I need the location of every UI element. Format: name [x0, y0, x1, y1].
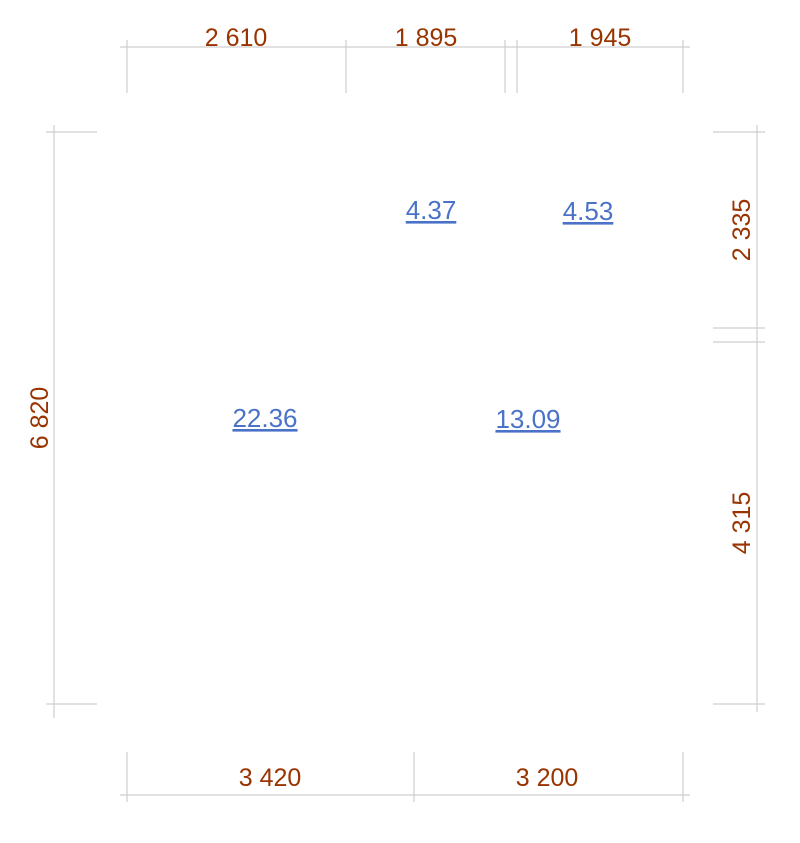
dimension-label: 3 200: [516, 764, 579, 792]
dimension-label: 2 610: [205, 24, 268, 52]
bottom-dimension-lines: [120, 752, 690, 802]
dimension-label: 3 420: [239, 764, 302, 792]
dimension-label: 6 820: [26, 387, 54, 450]
dimension-label: 4 315: [728, 492, 756, 555]
room-area[interactable]: 4.37: [406, 195, 457, 225]
dimension-label: 1 895: [395, 24, 458, 52]
left-dimension-lines: [46, 125, 97, 718]
room-area[interactable]: 13.09: [495, 404, 560, 434]
dimension-label: 1 945: [569, 24, 632, 52]
top-dimension-lines: [120, 40, 690, 93]
dimension-label: 2 335: [728, 199, 756, 262]
room-area[interactable]: 4.53: [563, 196, 614, 226]
room-area[interactable]: 22.36: [232, 403, 297, 433]
right-dimension-lines: [713, 125, 765, 712]
